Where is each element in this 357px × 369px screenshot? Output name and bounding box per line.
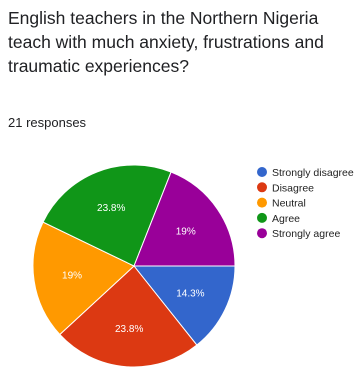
legend-swatch (257, 197, 267, 208)
question-title: English teachers in the Northern Nigeria… (8, 8, 324, 76)
legend-label: Neutral (272, 198, 306, 210)
legend-swatch (257, 167, 267, 177)
slice-label: 19% (62, 271, 82, 282)
pie-slice-agree[interactable] (42, 164, 172, 267)
slice-label: 19% (176, 226, 196, 237)
legend-label: Agree (272, 213, 300, 225)
legend-item[interactable]: Strongly agree (257, 228, 340, 240)
legend-label: Disagree (272, 182, 314, 194)
slice-label: 23.8% (115, 324, 143, 335)
legend-item[interactable]: Agree (257, 212, 300, 225)
slice-label: 23.8% (97, 203, 125, 214)
legend-item[interactable]: Strongly disagree (257, 167, 354, 179)
response-count: 21 responses (8, 115, 87, 130)
pie-slice-strongly-agree[interactable] (133, 171, 236, 267)
legend-label: Strongly disagree (272, 167, 354, 179)
pie-slice-neutral[interactable] (32, 221, 135, 336)
legend-swatch (257, 182, 267, 193)
pie-slice-disagree[interactable] (59, 265, 198, 368)
legend-swatch (257, 212, 267, 223)
legend-item[interactable]: Neutral (257, 197, 306, 210)
slice-label: 14.3% (176, 289, 204, 300)
legend-item[interactable]: Disagree (257, 182, 314, 194)
pie-slice-strongly-disagree[interactable] (132, 265, 236, 346)
legend-swatch (257, 228, 267, 239)
legend-label: Strongly agree (272, 228, 340, 240)
